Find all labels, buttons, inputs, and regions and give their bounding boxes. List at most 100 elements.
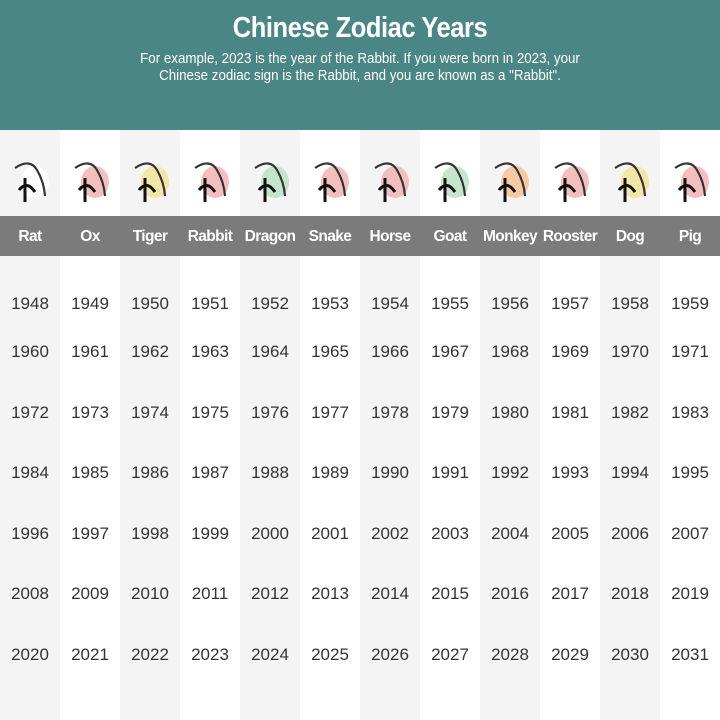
column-rooster xyxy=(540,130,600,720)
animal-label: Snake xyxy=(308,228,352,245)
column-goat xyxy=(420,130,480,720)
animal-label: Tiger xyxy=(132,228,168,245)
year-cell: 1972 xyxy=(11,402,49,422)
year-cell: 1974 xyxy=(131,402,169,422)
year-cell: 1983 xyxy=(671,402,709,422)
year-column: 1949 1961 1973 1985 1997 2009 2021 xyxy=(60,256,120,691)
year-cell: 1975 xyxy=(191,402,229,422)
year-cell: 2012 xyxy=(251,584,289,603)
animal-label: Ox xyxy=(80,228,100,245)
year-column: 1954 1966 1978 1990 2002 2014 2026 xyxy=(360,256,420,691)
year-cell: 2020 xyxy=(11,644,49,664)
year-cell: 2018 xyxy=(611,584,649,603)
year-cell: 1957 xyxy=(551,294,589,313)
year-cell: 2030 xyxy=(611,644,649,664)
year-cell: 2022 xyxy=(131,644,169,664)
year-column: 1948 1960 1972 1984 1996 2008 2020 xyxy=(0,256,60,691)
animal-label: Dog xyxy=(615,228,645,245)
animal-label: Rooster xyxy=(542,228,598,245)
year-cell: 2014 xyxy=(371,584,409,603)
year-cell: 1990 xyxy=(371,463,409,482)
year-cell: 1954 xyxy=(371,294,409,313)
year-cell: 2017 xyxy=(551,584,589,603)
year-cell: 1994 xyxy=(611,463,649,482)
year-cell: 1961 xyxy=(71,342,109,361)
year-cell: 1971 xyxy=(671,342,709,361)
years-table: 1948 1960 1972 1984 1996 2008 2020 1949 1961 1973… xyxy=(0,256,720,691)
year-cell: 1950 xyxy=(131,294,169,313)
pig-ink-icon xyxy=(665,150,715,210)
year-cell: 1948 xyxy=(11,294,49,313)
year-column: 1955 1967 1979 1991 2003 2015 2027 xyxy=(420,256,480,691)
year-cell: 1982 xyxy=(611,402,649,422)
year-cell: 1993 xyxy=(551,463,589,482)
year-cell: 1981 xyxy=(551,402,589,422)
rabbit-ink-icon xyxy=(185,150,235,210)
column-snake xyxy=(300,130,360,720)
year-cell: 1973 xyxy=(71,402,109,422)
year-cell: 1984 xyxy=(11,463,49,482)
year-cell: 1976 xyxy=(251,402,289,422)
year-cell: 1949 xyxy=(71,294,109,313)
year-cell: 2031 xyxy=(671,644,709,664)
animal-label: Pig xyxy=(678,228,702,245)
year-cell: 2016 xyxy=(491,584,529,603)
year-cell: 2010 xyxy=(131,584,169,603)
year-cell: 2029 xyxy=(551,644,589,664)
column-pig xyxy=(660,130,720,720)
year-column: 1950 1962 1974 1986 1998 2010 2022 xyxy=(120,256,180,691)
year-cell: 1960 xyxy=(11,342,49,361)
year-cell: 2009 xyxy=(71,584,109,603)
year-cell: 1980 xyxy=(491,402,529,422)
year-cell: 1967 xyxy=(431,342,469,361)
year-cell: 2001 xyxy=(311,523,349,543)
year-cell: 1997 xyxy=(71,523,109,543)
snake-ink-icon xyxy=(305,150,355,210)
year-cell: 2026 xyxy=(371,644,409,664)
year-cell: 2025 xyxy=(311,644,349,664)
year-cell: 1991 xyxy=(431,463,469,482)
year-cell: 1962 xyxy=(131,342,169,361)
year-cell: 2004 xyxy=(491,523,529,543)
year-cell: 2028 xyxy=(491,644,529,664)
year-cell: 1995 xyxy=(671,463,709,482)
ox-ink-icon xyxy=(65,150,115,210)
year-cell: 1988 xyxy=(251,463,289,482)
year-cell: 1955 xyxy=(431,294,469,313)
year-cell: 2000 xyxy=(251,523,289,543)
year-column: 1959 1971 1983 1995 2007 2019 2031 xyxy=(660,256,720,691)
animal-label: Rat xyxy=(18,228,42,245)
animal-label: Goat xyxy=(433,228,468,245)
year-cell: 2008 xyxy=(11,584,49,603)
year-column: 1951 1963 1975 1987 1999 2011 2023 xyxy=(180,256,240,691)
animal-label: Dragon xyxy=(244,228,296,245)
year-cell: 1989 xyxy=(311,463,349,482)
rooster-ink-icon xyxy=(545,150,595,210)
column-rabbit xyxy=(180,130,240,720)
year-cell: 1987 xyxy=(191,463,229,482)
year-column: 1958 1970 1982 1994 2006 2018 2030 xyxy=(600,256,660,691)
year-cell: 1958 xyxy=(611,294,649,313)
year-cell: 1977 xyxy=(311,402,349,422)
monkey-ink-icon xyxy=(485,150,535,210)
year-cell: 1956 xyxy=(491,294,529,313)
page-subtitle: For example, 2023 is the year of the Rab… xyxy=(140,51,580,84)
year-cell: 2005 xyxy=(551,523,589,543)
year-cell: 1952 xyxy=(251,294,289,313)
year-cell: 1978 xyxy=(371,402,409,422)
year-cell: 1968 xyxy=(491,342,529,361)
year-cell: 2023 xyxy=(191,644,229,664)
year-cell: 2003 xyxy=(431,523,469,543)
year-cell: 1951 xyxy=(191,294,229,313)
year-column: 1952 1964 1976 1988 2000 2012 2024 xyxy=(240,256,300,691)
year-cell: 1986 xyxy=(131,463,169,482)
year-cell: 1963 xyxy=(191,342,229,361)
year-cell: 1998 xyxy=(131,523,169,543)
page-title: Chinese Zodiac Years xyxy=(232,12,488,44)
animal-label-bar: Rat Ox Tiger Rabbit Dragon Snake Horse Goat Monk… xyxy=(0,216,720,256)
dog-ink-icon xyxy=(605,150,655,210)
year-cell: 1959 xyxy=(671,294,709,313)
column-ox xyxy=(60,130,120,720)
year-cell: 2019 xyxy=(671,584,709,603)
year-cell: 1985 xyxy=(71,463,109,482)
